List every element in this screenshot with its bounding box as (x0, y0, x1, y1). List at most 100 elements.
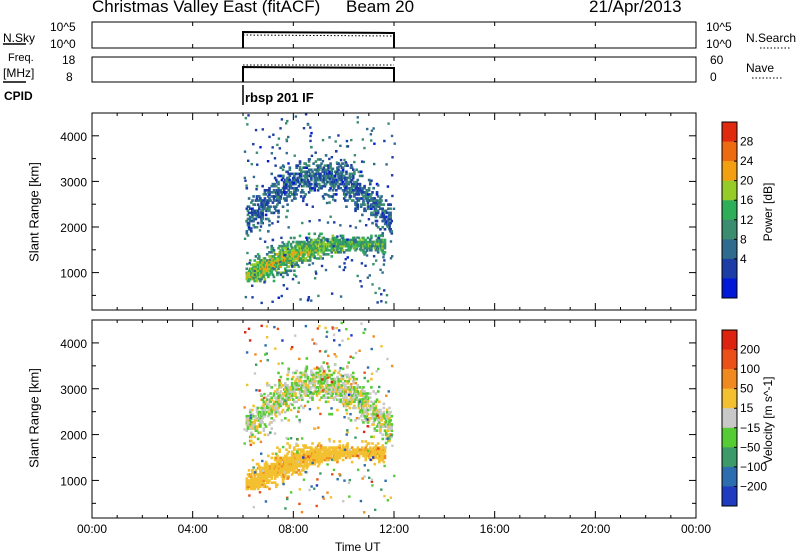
power-cell (350, 240, 354, 244)
velocity-cell (372, 446, 375, 449)
velocity-cell (297, 381, 301, 385)
velocity-cell (328, 440, 332, 443)
power-cell (302, 257, 305, 260)
velocity-cell (270, 386, 274, 389)
velocity-cell (325, 384, 328, 388)
velocity-cell (346, 431, 349, 434)
power-cell (361, 193, 364, 196)
velocity-cell (321, 448, 324, 451)
velocity-cell (366, 400, 370, 403)
velocity-cell (383, 448, 387, 451)
velocity-cell (294, 464, 297, 468)
power-cell (288, 178, 292, 182)
velocity-cell (268, 384, 271, 387)
velocity-cell (317, 460, 321, 464)
power-cell (356, 205, 360, 208)
power-cell (284, 122, 288, 125)
power-cell (261, 128, 265, 131)
velocity-cell (253, 419, 257, 422)
power-cell (279, 174, 283, 178)
power-cell (296, 257, 300, 260)
power-cell (337, 178, 340, 182)
power-cell (274, 209, 278, 213)
velocity-cell (328, 457, 331, 460)
velocity-cell (351, 379, 355, 383)
power-cell (340, 178, 344, 182)
velocity-cell (375, 425, 379, 428)
velocity-cell (273, 384, 277, 387)
velocity-cell (284, 507, 287, 510)
velocity-cell (332, 326, 336, 330)
velocity-cell (299, 388, 303, 391)
power-cell (281, 275, 285, 279)
velocity-cell (259, 421, 262, 424)
power-cell (263, 277, 267, 281)
power-cell (304, 259, 308, 262)
power-cell (380, 199, 383, 202)
power-cell (302, 180, 305, 184)
power-cell (341, 234, 345, 238)
velocity-cell (303, 452, 306, 456)
power-cell (268, 258, 272, 261)
power-colorbar-tick-label: 24 (740, 154, 754, 168)
velocity-cell (383, 456, 387, 460)
velocity-cell (366, 412, 370, 416)
power-cell (334, 236, 338, 240)
power-cell (299, 174, 303, 178)
power-cell (310, 242, 313, 246)
velocity-cell (316, 464, 320, 468)
power-cell (382, 253, 386, 256)
power-cell (288, 195, 292, 198)
velocity-cell (253, 475, 257, 478)
velocity-cell (316, 458, 320, 462)
velocity-cell (371, 484, 374, 487)
velocity-cell (367, 442, 371, 445)
power-cell (369, 238, 372, 241)
power-cell (381, 225, 385, 229)
velocity-cell (253, 477, 257, 480)
power-cell (274, 269, 278, 273)
velocity-cell (361, 388, 364, 391)
velocity-cell (278, 392, 281, 395)
power-cell (306, 255, 310, 258)
power-cell (252, 265, 255, 268)
velocity-cell (298, 377, 302, 381)
velocity-cell (262, 481, 266, 484)
power-cell (374, 205, 378, 208)
velocity-cell (348, 400, 352, 404)
velocity-cell (373, 429, 377, 432)
power-cell (329, 215, 332, 218)
power-cell (268, 135, 271, 139)
power-cell (287, 240, 291, 244)
velocity-cell (299, 375, 303, 379)
power-cell (302, 246, 305, 250)
power-cell (351, 188, 355, 192)
velocity-cell (276, 446, 279, 449)
velocity-cell (355, 396, 358, 399)
velocity-cell (382, 406, 386, 410)
velocity-cell (310, 485, 313, 488)
power-cell (383, 139, 386, 143)
velocity-cell (334, 394, 338, 397)
power-cell (299, 172, 303, 176)
power-cell (380, 300, 383, 303)
power-cell (274, 205, 278, 208)
power-cell (373, 209, 377, 213)
velocity-cell (248, 408, 252, 412)
velocity-cell (373, 408, 377, 412)
velocity-cell (329, 390, 332, 393)
power-cell (324, 176, 328, 180)
power-cell (279, 273, 283, 276)
power-cell (271, 222, 274, 225)
power-cell (336, 238, 339, 242)
velocity-cell (294, 394, 297, 397)
velocity-cell (263, 406, 267, 410)
power-cell (272, 191, 276, 194)
velocity-cell (274, 404, 278, 408)
power-cell (276, 199, 279, 202)
velocity-cell (320, 444, 323, 447)
power-cell (293, 193, 296, 196)
velocity-cell (318, 324, 321, 328)
velocity-cell (256, 483, 260, 487)
